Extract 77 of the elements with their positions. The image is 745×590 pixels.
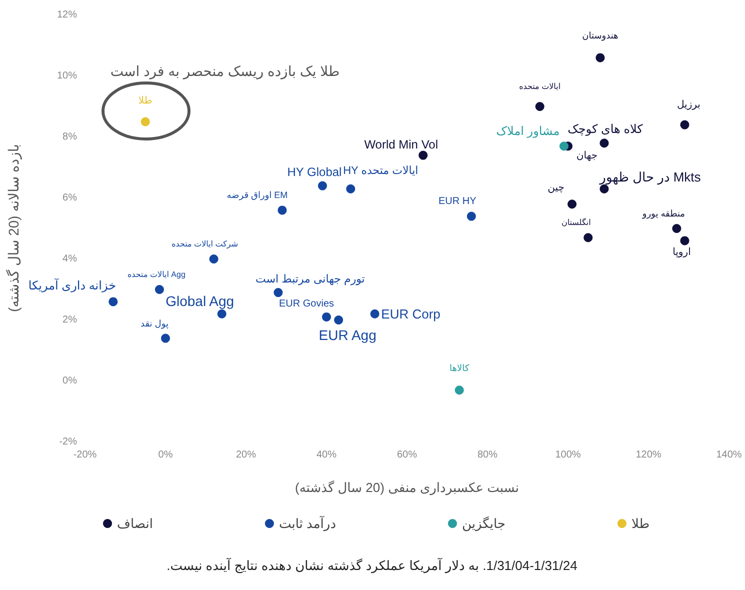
annotation: چین	[548, 182, 564, 194]
point	[466, 212, 476, 221]
legend-label: درآمد ثابت	[278, 515, 336, 532]
point	[217, 309, 226, 318]
x-tick-label: 40%	[316, 450, 337, 460]
legend-label: طلا	[631, 516, 650, 531]
point	[346, 184, 356, 194]
point	[600, 138, 609, 148]
point	[454, 386, 464, 395]
x-tick-label: 80%	[477, 450, 498, 460]
y-tick-label: 12%	[56, 10, 78, 20]
point	[274, 288, 283, 298]
point	[140, 117, 150, 126]
annotation: جهان	[576, 150, 598, 162]
annotation: طلا	[138, 95, 152, 106]
point	[535, 102, 544, 111]
point	[161, 334, 170, 343]
annotation: ایالات متحده	[519, 82, 561, 91]
point	[334, 316, 344, 324]
point	[559, 142, 568, 151]
legend-label: جایگزین	[462, 516, 506, 532]
point	[680, 120, 690, 130]
legend-label: انصاف	[117, 516, 153, 531]
y-tick-label: -2%	[59, 436, 78, 448]
y-tick-label: 8%	[62, 132, 78, 142]
annotation: EUR Govies	[278, 298, 334, 310]
point	[418, 150, 428, 160]
annotation: HY Global	[287, 164, 342, 179]
annotation: تورم جهانی مرتبط است	[256, 274, 365, 286]
annotation: طلا یک بازده ریسک منحصر به فرد است	[109, 63, 341, 80]
annotation: منطقه یورو	[641, 208, 686, 220]
point	[318, 181, 327, 190]
annotation: ایالات متحده Agg	[127, 270, 186, 279]
point	[584, 233, 593, 242]
x-tick-label: 120%	[636, 450, 662, 460]
annotation: مشاور املاک	[496, 124, 560, 138]
y-tick-label: 0%	[62, 376, 78, 386]
annotation: اوراق قرضه EM	[226, 190, 288, 202]
annotation: شرکت ایالات متحده	[172, 240, 238, 248]
annotation: EUR Agg	[318, 327, 376, 343]
x-tick-label: 0%	[158, 450, 173, 460]
annotation: پول نقد	[140, 318, 169, 330]
x-tick-label: 60%	[396, 450, 418, 460]
point	[209, 254, 218, 264]
point	[596, 53, 605, 62]
annotation: HY ایالات متحده	[343, 164, 418, 177]
annotation: کلاه های کوچک	[568, 122, 644, 136]
y-tick-label: 6%	[62, 192, 78, 204]
x-tick-label: 100%	[555, 450, 581, 460]
point	[108, 297, 118, 306]
annotation: EUR HY	[438, 196, 477, 207]
annotation: هندوستان	[582, 30, 619, 42]
x-tick-label: 20%	[236, 450, 256, 460]
point	[568, 200, 577, 209]
annotation: اروپا	[672, 247, 691, 258]
point	[370, 309, 380, 318]
annotation: در حال ظهور Mkts	[598, 169, 702, 186]
annotation: خزانه داری آمریکا	[28, 278, 116, 293]
y-tick-label: 2%	[62, 314, 78, 326]
annotation: World Min Vol	[364, 137, 438, 152]
text: 1/31/04-1/31/24. به دلار آمریکا عملکرد گذشته نشان دهنده نتایج آینده نیست.	[166, 558, 578, 574]
point	[672, 224, 682, 233]
y-axis-title: بازده سالانه (20 سال گذشته)	[6, 144, 22, 312]
x-axis-title: نسبت عکسبرداری منفی (20 سال گذشته)	[294, 480, 520, 496]
annotation: EUR Corp	[381, 306, 440, 322]
annotation: کالاها	[449, 363, 470, 374]
point	[154, 285, 164, 294]
y-tick-label: 4%	[62, 254, 78, 264]
point	[680, 236, 690, 246]
x-tick-label: 140%	[716, 450, 742, 460]
annotation: انگلستان	[561, 217, 591, 228]
point	[278, 206, 287, 215]
point	[322, 312, 331, 322]
annotation: Global Agg	[166, 292, 234, 309]
annotation: برزیل	[676, 99, 700, 110]
y-tick-label: 10%	[56, 70, 78, 82]
x-tick-label: -20%	[73, 450, 97, 460]
